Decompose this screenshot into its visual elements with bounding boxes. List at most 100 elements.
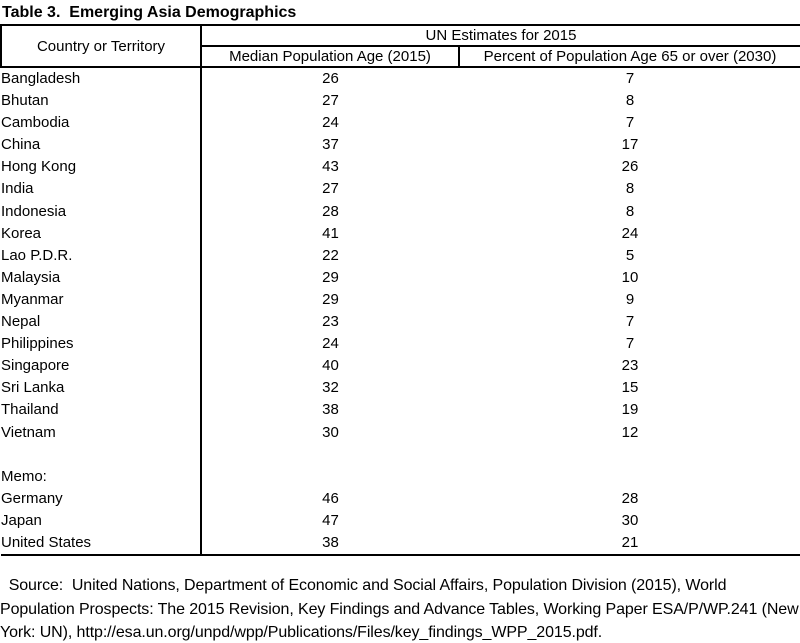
table-row: India 27 8 (1, 178, 800, 201)
table-header: Country or Territory UN Estimates for 20… (0, 25, 800, 68)
cell-country: Lao P.D.R. (1, 244, 202, 267)
table-row: United States 38 21 (1, 531, 800, 557)
cell-median-age: 32 (322, 379, 339, 397)
source-note: Source: United Nations, Department of Ec… (0, 574, 800, 643)
col-header-pct-65: Percent of Population Age 65 or over (20… (459, 46, 800, 68)
table-row: Japan 47 30 (1, 509, 800, 532)
cell-country: Myanmar (1, 288, 202, 312)
cell-median-age: 37 (322, 136, 339, 154)
table-body: Bangladesh 26 7 Bhutan 27 8 Cambodia 24 7 China 37… (1, 67, 800, 557)
table-row: Indonesia 28 8 (1, 200, 800, 223)
table-row: Memo: (1, 465, 800, 488)
cell-country: Indonesia (1, 200, 202, 223)
table-row: Korea 41 24 (1, 222, 800, 245)
cell-pct-65: 26 (621, 158, 639, 176)
cell-country: United States (1, 531, 202, 557)
cell-pct-65: 8 (625, 202, 635, 220)
table-row: Cambodia 24 7 (1, 112, 800, 135)
cell-median-age (201, 444, 459, 466)
cell-median-age: 22 (322, 246, 339, 264)
cell-pct-65: 24 (621, 224, 639, 242)
cell-pct-65: 8 (625, 180, 635, 198)
cell-country: Thailand (1, 399, 202, 422)
cell-median-age: 27 (322, 180, 339, 198)
source-line-3: York: UN), http://esa.un.org/unpd/wpp/Pu… (0, 624, 603, 642)
cell-pct-65: 21 (459, 531, 800, 557)
header-row-columns: Median Population Age (2015) Percent of … (1, 46, 800, 68)
table-row: Sri Lanka 32 15 (1, 377, 800, 400)
cell-pct-65: 23 (621, 357, 639, 375)
cell-country: Vietnam (1, 421, 202, 444)
table-title: Table 3. Emerging Asia Demographics (2, 4, 297, 21)
demographics-table: Country or Territory UN Estimates for 20… (0, 24, 800, 557)
cell-pct-65: 8 (625, 92, 635, 110)
cell-median-age: 30 (322, 423, 339, 441)
table-row: Hong Kong 43 26 (1, 156, 800, 179)
cell-pct-65: 7 (625, 70, 635, 87)
cell-country: Singapore (1, 355, 202, 378)
table-row (1, 443, 800, 466)
cell-country: Memo: (1, 465, 202, 488)
cell-country: Cambodia (1, 112, 202, 135)
cell-country: Hong Kong (1, 156, 202, 179)
cell-median-age: 27 (322, 92, 339, 110)
table-row: Philippines 24 7 (1, 333, 800, 356)
cell-pct-65 (459, 466, 800, 488)
cell-median-age: 41 (322, 224, 339, 242)
cell-country: Nepal (1, 311, 202, 334)
table-row: China 37 17 (1, 134, 800, 157)
cell-country: Malaysia (1, 266, 202, 289)
cell-pct-65: 28 (621, 489, 639, 507)
cell-pct-65: 7 (625, 114, 635, 132)
cell-median-age: 38 (322, 401, 339, 419)
source-line-2: Population Prospects: The 2015 Revision,… (0, 600, 799, 618)
cell-country: China (1, 134, 202, 157)
cell-pct-65: 12 (621, 423, 639, 441)
cell-country: Bangladesh (1, 67, 202, 91)
cell-country: Sri Lanka (1, 377, 202, 400)
table-row: Nepal 23 7 (1, 311, 800, 334)
cell-country: India (1, 178, 202, 201)
cell-pct-65: 30 (621, 511, 639, 529)
cell-pct-65: 15 (621, 379, 639, 397)
source-line-1: Source: United Nations, Department of Ec… (0, 577, 727, 595)
table-row: Singapore 40 23 (1, 355, 800, 378)
cell-pct-65 (459, 444, 800, 466)
table-row: Bhutan 27 8 (1, 90, 800, 113)
cell-median-age: 24 (322, 114, 339, 132)
table-row: Malaysia 29 10 (1, 266, 800, 289)
cell-median-age (201, 466, 459, 488)
cell-pct-65: 7 (625, 313, 635, 331)
cell-country: Philippines (1, 333, 202, 356)
table-row: Lao P.D.R. 22 5 (1, 244, 800, 267)
cell-country (1, 443, 202, 466)
table-row: Myanmar 29 9 (1, 288, 800, 312)
cell-pct-65: 19 (621, 401, 639, 419)
cell-pct-65: 9 (625, 290, 635, 308)
table-row: Vietnam 30 12 (1, 421, 800, 444)
col-header-country: Country or Territory (0, 25, 202, 68)
cell-median-age: 23 (322, 313, 339, 331)
col-header-median-age: Median Population Age (2015) (201, 46, 460, 68)
table-row: Germany 46 28 (1, 487, 800, 510)
cell-median-age: 40 (322, 357, 339, 375)
cell-median-age: 46 (322, 489, 339, 507)
table-row: Bangladesh 26 7 (1, 67, 800, 91)
cell-median-age: 28 (322, 202, 339, 220)
cell-median-age: 38 (201, 531, 459, 557)
cell-country: Bhutan (1, 90, 202, 113)
header-row-group: Country or Territory UN Estimates for 20… (0, 25, 800, 68)
cell-median-age: 43 (322, 158, 339, 176)
cell-country: Korea (1, 222, 202, 245)
cell-median-age: 29 (322, 268, 339, 286)
cell-median-age: 26 (322, 70, 339, 87)
cell-country: Germany (1, 487, 202, 510)
col-group-header-un-estimates: UN Estimates for 2015 (201, 25, 800, 47)
cell-pct-65: 5 (625, 246, 635, 264)
cell-median-age: 24 (322, 335, 339, 353)
cell-pct-65: 7 (625, 335, 635, 353)
cell-median-age: 47 (322, 511, 339, 529)
cell-pct-65: 17 (621, 136, 639, 154)
cell-median-age: 29 (322, 290, 339, 308)
cell-country: Japan (1, 509, 202, 532)
